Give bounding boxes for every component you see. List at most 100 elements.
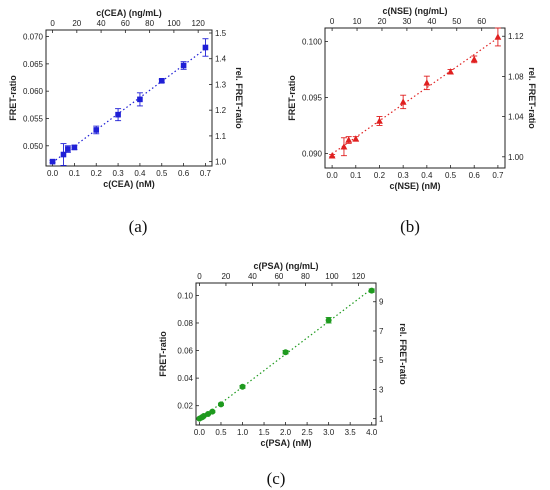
x-tick-label: 1.5	[258, 428, 270, 437]
x-tick-label: 0.7	[492, 171, 504, 180]
y2-tick-label: 3	[379, 385, 384, 394]
data-point	[368, 287, 375, 294]
x-tick-label: 0.0	[327, 171, 339, 180]
y2-tick-label: 1.4	[215, 55, 227, 64]
y2-tick-label: 1.2	[215, 106, 227, 115]
y2-tick-label: 1.04	[508, 113, 524, 122]
y-tick-label: 0.055	[23, 114, 44, 123]
x-tick-label: 3.0	[323, 428, 335, 437]
x2-tick-label: 0	[50, 19, 55, 28]
x-tick-label: 3.5	[345, 428, 357, 437]
x2-tick-label: 60	[121, 19, 130, 28]
data-point	[470, 55, 478, 63]
x-tick-label: 0.1	[350, 171, 362, 180]
data-point	[65, 146, 71, 152]
x2-tick-label: 50	[452, 17, 461, 26]
x2-axis-title: c(NSE) (ng/mL)	[383, 6, 448, 16]
x-tick-label: 0.5	[445, 171, 457, 180]
y-tick-label: 0.095	[302, 93, 323, 102]
x2-axis-title: c(CEA) (ng/mL)	[96, 8, 162, 18]
data-point	[447, 68, 454, 75]
x2-axis-title: c(PSA) (ng/mL)	[254, 261, 319, 271]
x-tick-label: 2.5	[302, 428, 314, 437]
data-point	[399, 98, 407, 105]
x-tick-label: 0.0	[47, 169, 59, 178]
y2-axis-title: rel. FRET-ratio	[234, 67, 244, 129]
x-axis-title: c(NSE) (nM)	[390, 181, 441, 191]
x-axis-title: c(CEA) (nM)	[103, 179, 155, 189]
x2-tick-label: 40	[97, 19, 106, 28]
data-point	[282, 349, 289, 356]
y-tick-label: 0.065	[23, 60, 44, 69]
x2-tick-label: 40	[427, 17, 436, 26]
x-tick-label: 0.6	[469, 171, 481, 180]
y2-tick-label: 1.00	[508, 153, 524, 162]
data-point	[49, 158, 56, 165]
x-tick-label: 0.4	[134, 169, 146, 178]
x-tick-label: 0.3	[113, 169, 125, 178]
x-tick-label: 0.3	[398, 171, 410, 180]
y2-tick-label: 1.1	[215, 132, 227, 141]
y-tick-label: 0.10	[177, 291, 193, 300]
data-point	[93, 127, 100, 133]
y-tick-label: 0.070	[23, 33, 44, 42]
data-point	[328, 152, 336, 159]
y-tick-label: 0.060	[23, 87, 44, 96]
x2-tick-label: 20	[378, 17, 387, 26]
y-tick-label: 0.090	[302, 149, 323, 158]
plot-frame	[324, 27, 506, 169]
data-point	[239, 383, 246, 390]
data-point	[494, 33, 502, 40]
y2-tick-label: 1.5	[215, 29, 227, 38]
y-tick-label: 0.100	[302, 37, 323, 46]
data-point	[340, 143, 348, 150]
data-point	[217, 401, 224, 408]
data-point	[60, 151, 67, 158]
data-point	[423, 79, 431, 86]
caption-b: (b)	[400, 217, 420, 236]
y2-tick-label: 1.08	[508, 72, 524, 81]
data-point	[158, 77, 165, 84]
y-axis-title: FRET-ratio	[287, 75, 297, 121]
data-point	[115, 111, 121, 118]
y2-tick-label: 1.3	[215, 80, 227, 89]
data-point	[352, 135, 360, 142]
chart-psa: 0.0 0.5 1.0 1.5 2.0 2.5 3.0 3.5 4.0 0 20 40 60 80 100 1…	[158, 261, 408, 448]
y2-tick-label: 1.0	[215, 158, 227, 167]
x-tick-label: 0.0	[194, 428, 206, 437]
x-tick-label: 1.0	[237, 428, 249, 437]
y-tick-label: 0.04	[177, 374, 193, 383]
x2-tick-label: 100	[167, 19, 181, 28]
data-point	[345, 136, 353, 143]
chart-nse: 0.0 0.1 0.2 0.3 0.4 0.5 0.6 0.7 0 10 20 30 40 50 60 0.0…	[287, 6, 537, 191]
y2-axis-title: rel. FRET-ratio	[398, 323, 408, 385]
x2-tick-label: 120	[191, 19, 205, 28]
data-point	[202, 44, 209, 51]
y2-tick-label: 9	[379, 298, 384, 307]
x2-tick-label: 40	[248, 272, 257, 281]
x-tick-label: 0.5	[215, 428, 227, 437]
y2-tick-label: 1	[379, 415, 384, 424]
x2-tick-label: 20	[221, 272, 230, 281]
x2-tick-label: 0	[330, 17, 335, 26]
data-point	[325, 317, 332, 324]
y2-axis-title: rel. FRET-ratio	[527, 67, 537, 129]
fit-line	[331, 37, 499, 155]
x2-tick-label: 0	[197, 272, 202, 281]
x-tick-label: 0.4	[421, 171, 433, 180]
x2-tick-label: 20	[72, 19, 81, 28]
caption-a: (a)	[129, 217, 148, 236]
data-point	[376, 117, 383, 124]
x2-tick-label: 120	[352, 272, 366, 281]
y-axis-title: FRET-ratio	[158, 331, 168, 377]
y-tick-label: 0.02	[177, 402, 193, 411]
caption-c: (c)	[267, 469, 286, 488]
y2-tick-label: 1.12	[508, 32, 524, 41]
x-tick-label: 0.1	[69, 169, 81, 178]
x-tick-label: 0.5	[156, 169, 168, 178]
y-axis-title: FRET-ratio	[8, 75, 18, 121]
x-axis-title: c(PSA) (nM)	[261, 438, 312, 448]
y-tick-label: 0.06	[177, 347, 193, 356]
x2-tick-label: 60	[274, 272, 283, 281]
